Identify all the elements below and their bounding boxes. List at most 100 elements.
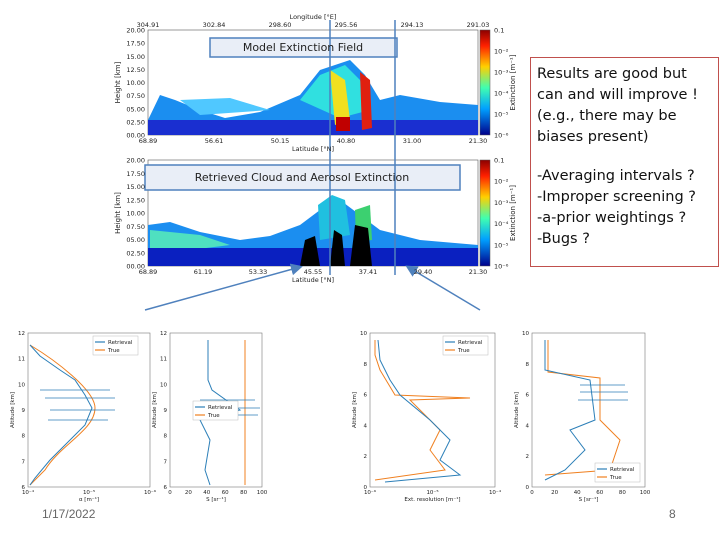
x-axis-label: Latitude [°N] xyxy=(292,145,334,153)
y-tick-label: 07.50 xyxy=(126,92,145,100)
y-tick-label: 10 xyxy=(18,382,25,388)
y-tick-label: 10.00 xyxy=(126,79,145,87)
colorbar-tick-label: 10⁻³ xyxy=(494,199,509,207)
x-tick-label: 68.89 xyxy=(139,268,158,276)
x-tick-label: 20 xyxy=(551,490,558,496)
curtain-title: Retrieved Cloud and Aerosol Extinction xyxy=(195,171,410,184)
x-axis-label: Latitude [°N] xyxy=(292,276,334,284)
y-tick-label: 15.00 xyxy=(126,183,145,191)
x-tick-label: 0 xyxy=(168,490,172,496)
x-axis-label: S [sr⁻¹] xyxy=(579,496,599,503)
x-tick-label: 21.30 xyxy=(469,137,488,145)
top-tick-label: 295.56 xyxy=(335,21,358,29)
y-tick-label: 6 xyxy=(364,393,368,399)
x-tick-label: 10⁻⁴ xyxy=(489,489,502,496)
x-tick-label: 80 xyxy=(619,490,626,496)
x-tick-label: 56.61 xyxy=(205,137,224,145)
y-axis-label: Height [km] xyxy=(114,61,122,103)
y-tick-label: 15.00 xyxy=(126,53,145,61)
y-tick-label: 10 xyxy=(522,331,529,337)
x-tick-label: 100 xyxy=(640,490,651,496)
y-tick-label: 9 xyxy=(164,408,168,414)
y-tick-label: 8 xyxy=(526,362,530,368)
colorbar-tick-label: 10⁻⁶ xyxy=(494,263,509,271)
x-tick-label: 10⁻⁴ xyxy=(22,489,35,496)
notes-main: Results are good but can and will improv… xyxy=(537,66,698,145)
x-tick-label: 31.00 xyxy=(403,137,422,145)
x-tick-label: 50.15 xyxy=(271,137,290,145)
y-tick-label: 6 xyxy=(22,485,26,491)
y-axis-label: Altitude [km] xyxy=(152,392,158,428)
y-tick-label: 02.50 xyxy=(126,118,145,126)
top-tick-label: 294.13 xyxy=(401,21,424,29)
y-tick-label: 20.00 xyxy=(126,157,145,165)
y-tick-label: 12 xyxy=(160,331,167,337)
x-axis-label: Ext. resolution [m⁻¹] xyxy=(404,496,460,503)
legend-label: Retrieval xyxy=(610,467,635,473)
y-tick-label: 00.00 xyxy=(126,263,145,271)
cause-item: -Bugs ? xyxy=(537,231,590,247)
colorbar-tick-label: 10⁻² xyxy=(494,178,509,186)
y-tick-label: 8 xyxy=(364,362,368,368)
x-tick-label: 20 xyxy=(185,490,192,496)
x-tick-label: 80 xyxy=(240,490,247,496)
y-tick-label: 20.00 xyxy=(126,27,145,35)
colorbar-tick-label: 0.1 xyxy=(494,27,504,35)
cause-item: -a-prior weightings ? xyxy=(537,210,687,226)
slide-date: 1/17/2022 xyxy=(42,507,96,521)
x-tick-label: 40.80 xyxy=(337,137,356,145)
colorbar-tick-label: 10⁻⁴ xyxy=(494,220,509,228)
y-tick-label: 11 xyxy=(18,357,25,363)
top-tick-label: 298.60 xyxy=(269,21,292,29)
colorbar-label: Extinction [m⁻¹] xyxy=(509,185,517,241)
x-tick-label: 37.41 xyxy=(359,268,378,276)
notes-causes: -Averaging intervals ? -Improper screenin… xyxy=(537,166,712,250)
top-axis-label: Longitude [°E] xyxy=(290,13,337,21)
y-tick-label: 7 xyxy=(22,459,26,465)
y-tick-label: 10 xyxy=(160,382,167,388)
x-tick-label: 53.33 xyxy=(249,268,268,276)
cause-item: -Improper screening ? xyxy=(537,189,696,205)
y-tick-label: 10 xyxy=(360,331,367,337)
y-tick-label: 2 xyxy=(364,454,368,460)
y-tick-label: 8 xyxy=(164,434,168,440)
legend-label: True xyxy=(207,413,220,419)
y-tick-label: 2 xyxy=(526,454,530,460)
x-tick-label: 60 xyxy=(222,490,229,496)
x-axis-label: α [m⁻¹] xyxy=(79,496,99,503)
page-number: 8 xyxy=(669,507,676,521)
notes-box: Results are good but can and will improv… xyxy=(530,57,719,267)
x-axis-label: S [sr⁻¹] xyxy=(206,496,226,503)
legend-label: True xyxy=(609,475,622,481)
colorbar-tick-label: 0.1 xyxy=(494,157,504,165)
legend-label: Retrieval xyxy=(458,340,483,346)
y-tick-label: 10.00 xyxy=(126,210,145,218)
y-tick-label: 07.50 xyxy=(126,223,145,231)
y-axis-label: Altitude [km] xyxy=(514,392,520,428)
x-tick-label: 40 xyxy=(203,490,210,496)
y-tick-label: 02.50 xyxy=(126,249,145,257)
y-tick-label: 11 xyxy=(160,357,167,363)
y-tick-label: 12.50 xyxy=(126,196,145,204)
y-axis-label: Altitude [km] xyxy=(10,392,16,428)
y-tick-label: 0 xyxy=(526,485,530,491)
x-tick-label: 21.30 xyxy=(469,268,488,276)
curtain-title: Model Extinction Field xyxy=(243,41,363,54)
y-tick-label: 7 xyxy=(164,459,168,465)
y-tick-label: 12 xyxy=(18,331,25,337)
x-tick-label: 68.89 xyxy=(139,137,158,145)
legend-label: True xyxy=(107,348,120,354)
y-axis-label: Height [km] xyxy=(114,192,122,234)
legend-label: Retrieval xyxy=(108,340,133,346)
y-tick-label: 6 xyxy=(164,485,168,491)
colorbar-tick-label: 10⁻⁵ xyxy=(494,241,509,249)
x-tick-label: 40 xyxy=(574,490,581,496)
legend-label: Retrieval xyxy=(208,405,233,411)
colorbar-tick-label: 10⁻⁶ xyxy=(494,132,509,140)
x-tick-label: 100 xyxy=(257,490,268,496)
y-tick-label: 05.00 xyxy=(126,236,145,244)
y-tick-label: 4 xyxy=(364,423,368,429)
x-tick-label: 60 xyxy=(596,490,603,496)
